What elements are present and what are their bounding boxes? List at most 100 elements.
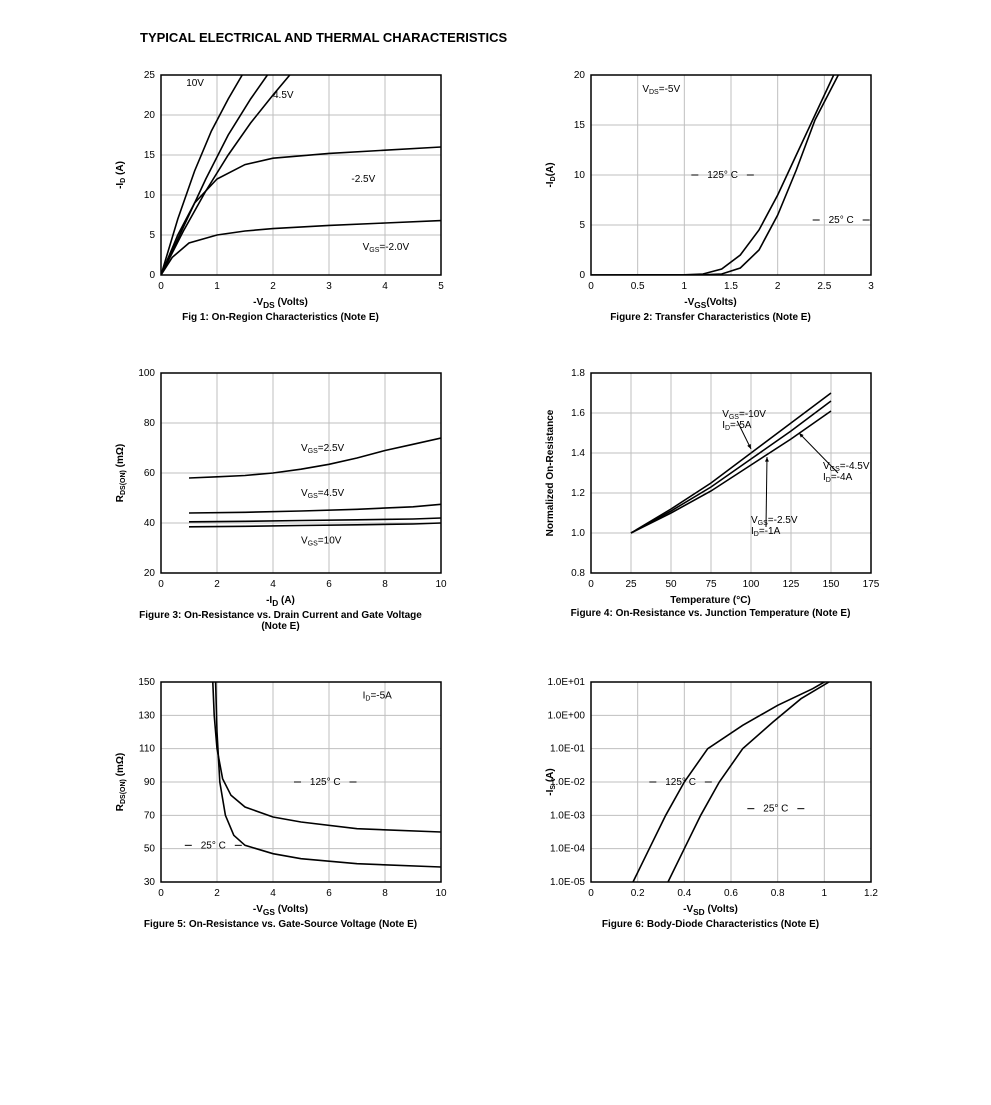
svg-text:0: 0 <box>158 281 164 292</box>
svg-text:0: 0 <box>158 579 164 590</box>
svg-text:25° C: 25° C <box>200 840 225 851</box>
svg-text:6: 6 <box>326 579 332 590</box>
svg-text:0.2: 0.2 <box>630 888 644 899</box>
svg-text:VDS=-5V: VDS=-5V <box>642 84 680 96</box>
chart-caption: Figure 3: On-Resistance vs. Drain Curren… <box>131 610 431 632</box>
svg-text:0: 0 <box>588 281 594 292</box>
svg-text:4: 4 <box>270 579 276 590</box>
svg-text:1.5: 1.5 <box>724 281 738 292</box>
chart-plot: 024681030507090110130150125° C25° CID=-5… <box>111 672 451 902</box>
svg-text:1.2: 1.2 <box>571 488 585 499</box>
svg-text:0: 0 <box>158 888 164 899</box>
svg-text:175: 175 <box>862 579 879 590</box>
svg-text:0: 0 <box>588 579 594 590</box>
svg-text:10: 10 <box>143 190 155 201</box>
svg-text:70: 70 <box>143 810 155 821</box>
svg-text:1: 1 <box>681 281 687 292</box>
svg-text:2: 2 <box>774 281 780 292</box>
svg-text:RDS(ON) (mΩ): RDS(ON) (mΩ) <box>115 753 127 811</box>
svg-text:0: 0 <box>588 888 594 899</box>
svg-text:75: 75 <box>705 579 717 590</box>
svg-text:1.0E+01: 1.0E+01 <box>547 677 585 688</box>
x-axis-label: -VSD (Volts) <box>683 904 738 917</box>
chart-fig4: 02550751001251501750.81.01.21.41.61.8VGS… <box>516 363 906 632</box>
svg-text:110: 110 <box>139 744 155 755</box>
svg-text:0.8: 0.8 <box>571 568 585 579</box>
svg-text:50: 50 <box>665 579 677 590</box>
svg-text:RDS(ON) (mΩ): RDS(ON) (mΩ) <box>115 444 127 502</box>
svg-text:20: 20 <box>143 568 155 579</box>
svg-text:VGS=-10VID=-5A: VGS=-10VID=-5A <box>722 409 766 432</box>
chart-fig5: 024681030507090110130150125° C25° CID=-5… <box>86 672 476 930</box>
svg-text:4.5V: 4.5V <box>273 90 294 101</box>
svg-text:8: 8 <box>382 888 388 899</box>
svg-text:8: 8 <box>382 579 388 590</box>
svg-text:1.0E+00: 1.0E+00 <box>547 710 585 721</box>
svg-text:2: 2 <box>214 888 220 899</box>
svg-text:VGS=-2.0V: VGS=-2.0V <box>362 242 409 254</box>
svg-text:20: 20 <box>573 70 585 81</box>
x-axis-label: -ID (A) <box>266 595 295 608</box>
svg-text:40: 40 <box>143 518 155 529</box>
page-title: TYPICAL ELECTRICAL AND THERMAL CHARACTER… <box>140 30 951 45</box>
chart-caption: Figure 6: Body-Diode Characteristics (No… <box>602 919 819 930</box>
svg-text:0: 0 <box>579 270 585 281</box>
svg-text:1.0E-05: 1.0E-05 <box>549 877 584 888</box>
chart-plot: 024681020406080100VGS=2.5VVGS=4.5VVGS=10… <box>111 363 451 593</box>
svg-text:25° C: 25° C <box>763 804 788 815</box>
chart-plot: 012345051015202510V4.5V-2.5VVGS=-2.0V-ID… <box>111 65 451 295</box>
svg-text:1: 1 <box>821 888 827 899</box>
svg-text:15: 15 <box>143 150 155 161</box>
svg-text:30: 30 <box>143 877 155 888</box>
svg-text:2: 2 <box>214 579 220 590</box>
svg-text:150: 150 <box>138 677 155 688</box>
svg-text:VGS=4.5V: VGS=4.5V <box>301 488 345 500</box>
svg-text:10: 10 <box>435 579 447 590</box>
svg-text:100: 100 <box>742 579 759 590</box>
chart-caption: Fig 1: On-Region Characteristics (Note E… <box>182 312 379 323</box>
svg-text:1.0E-04: 1.0E-04 <box>549 844 584 855</box>
svg-text:60: 60 <box>143 468 155 479</box>
svg-text:150: 150 <box>822 579 839 590</box>
svg-text:ID=-5A: ID=-5A <box>362 691 392 703</box>
charts-grid: 012345051015202510V4.5V-2.5VVGS=-2.0V-ID… <box>86 65 906 930</box>
svg-text:1.0: 1.0 <box>571 528 585 539</box>
svg-text:125° C: 125° C <box>309 777 340 788</box>
chart-fig1: 012345051015202510V4.5V-2.5VVGS=-2.0V-ID… <box>86 65 476 323</box>
chart-fig2: 00.511.522.5305101520125° C25° CVDS=-5V-… <box>516 65 906 323</box>
chart-caption: Figure 2: Transfer Characteristics (Note… <box>610 312 811 323</box>
svg-text:5: 5 <box>438 281 444 292</box>
svg-text:VGS=2.5V: VGS=2.5V <box>301 443 345 455</box>
svg-text:1.2: 1.2 <box>864 888 878 899</box>
svg-text:10: 10 <box>435 888 447 899</box>
svg-text:10V: 10V <box>186 78 204 89</box>
svg-text:125: 125 <box>782 579 799 590</box>
svg-text:125° C: 125° C <box>707 170 738 181</box>
svg-text:6: 6 <box>326 888 332 899</box>
svg-text:2: 2 <box>270 281 276 292</box>
x-axis-label: Temperature (°C) <box>670 595 751 606</box>
svg-text:VGS=10V: VGS=10V <box>301 536 342 548</box>
chart-caption: Figure 5: On-Resistance vs. Gate-Source … <box>144 919 417 930</box>
svg-text:1.0E-03: 1.0E-03 <box>549 810 584 821</box>
chart-plot: 0 0.2 0.4 0.6 0.8 1 1.2 1.0E-05 1.0E-04 1.0E-03 1.… <box>541 672 881 902</box>
chart-plot: 02550751001251501750.81.01.21.41.61.8VGS… <box>541 363 881 593</box>
svg-text:4: 4 <box>382 281 388 292</box>
svg-text:80: 80 <box>143 418 155 429</box>
svg-text:0.4: 0.4 <box>677 888 691 899</box>
svg-text:-2.5V: -2.5V <box>351 174 375 185</box>
svg-text:125° C: 125° C <box>665 777 696 788</box>
svg-text:25: 25 <box>625 579 637 590</box>
svg-text:130: 130 <box>138 710 155 721</box>
svg-text:10: 10 <box>573 170 585 181</box>
x-axis-label: -VGS (Volts) <box>253 904 308 917</box>
svg-text:0.8: 0.8 <box>770 888 784 899</box>
chart-plot: 00.511.522.5305101520125° C25° CVDS=-5V-… <box>541 65 881 295</box>
svg-text:-IS (A): -IS (A) <box>545 768 557 795</box>
svg-text:0: 0 <box>149 270 155 281</box>
svg-text:50: 50 <box>143 844 155 855</box>
svg-text:0.6: 0.6 <box>724 888 738 899</box>
x-axis-label: -VDS (Volts) <box>253 297 308 310</box>
svg-text:25: 25 <box>143 70 155 81</box>
chart-fig6: 0 0.2 0.4 0.6 0.8 1 1.2 1.0E-05 1.0E-04 1.0E-03 1.… <box>516 672 906 930</box>
